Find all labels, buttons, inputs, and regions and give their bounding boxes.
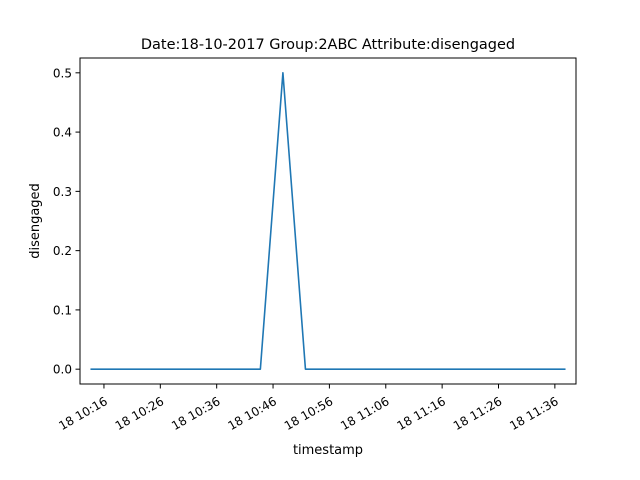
chart-title: Date:18-10-2017 Group:2ABC Attribute:dis… <box>141 37 515 53</box>
y-tick-label: 0.4 <box>53 126 72 140</box>
y-tick-label: 0.0 <box>53 363 72 377</box>
y-tick-label: 0.3 <box>53 185 72 199</box>
y-axis-label: disengaged <box>28 183 43 259</box>
y-tick-label: 0.5 <box>53 66 72 80</box>
plot-frame <box>79 57 577 385</box>
y-tick-label: 0.2 <box>53 244 72 258</box>
x-axis-label: timestamp <box>293 443 363 458</box>
y-tick-label: 0.1 <box>53 303 72 317</box>
y-axis-ticks: 0.0 0.1 0.2 0.3 0.4 0.5 <box>53 66 80 377</box>
series-line-1 <box>90 72 566 370</box>
plot-series <box>90 72 566 370</box>
